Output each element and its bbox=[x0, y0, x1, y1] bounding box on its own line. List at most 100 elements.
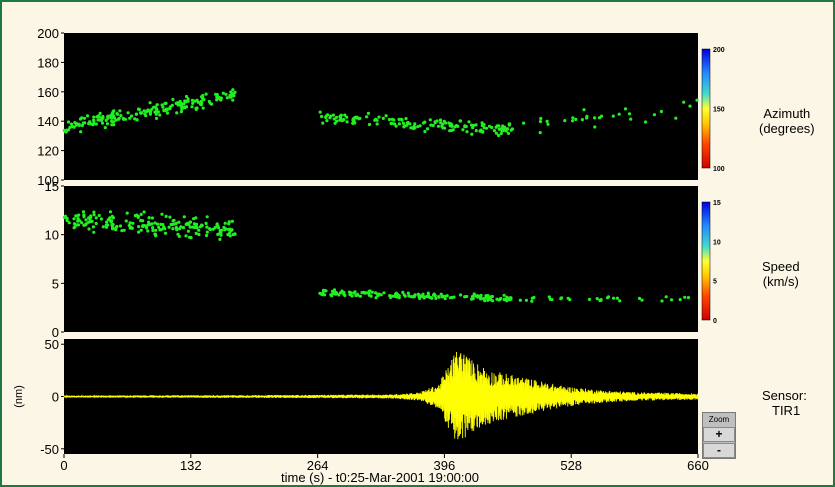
data-point bbox=[412, 126, 416, 131]
data-point bbox=[392, 122, 397, 126]
data-point bbox=[111, 222, 115, 227]
data-point bbox=[91, 225, 95, 229]
x-axis-label: time (s) - t0:25-Mar-2001 19:00:00 bbox=[281, 470, 479, 485]
data-point bbox=[484, 126, 489, 130]
data-point bbox=[450, 123, 454, 127]
data-point bbox=[399, 117, 403, 121]
x-tick-label: 264 bbox=[307, 458, 329, 473]
data-point bbox=[469, 123, 474, 127]
data-point bbox=[605, 296, 610, 300]
zoom-out-button[interactable]: - bbox=[703, 443, 735, 458]
data-point bbox=[192, 225, 197, 230]
data-point bbox=[97, 115, 101, 119]
data-point bbox=[335, 119, 339, 123]
data-point bbox=[507, 122, 511, 126]
data-point bbox=[137, 230, 141, 234]
data-point bbox=[139, 219, 143, 223]
data-point bbox=[177, 220, 181, 224]
data-point bbox=[128, 116, 132, 120]
data-point bbox=[451, 128, 455, 132]
data-point bbox=[105, 122, 110, 126]
data-point bbox=[208, 227, 212, 232]
data-point bbox=[328, 116, 332, 120]
data-point bbox=[320, 114, 324, 119]
data-point bbox=[394, 124, 398, 128]
data-point bbox=[412, 294, 416, 298]
data-point bbox=[160, 103, 164, 107]
data-point bbox=[205, 225, 209, 229]
data-point bbox=[133, 214, 137, 218]
data-point bbox=[571, 116, 575, 120]
data-point bbox=[80, 123, 84, 128]
data-point bbox=[547, 295, 551, 299]
y-tick-label: 180 bbox=[37, 55, 59, 70]
data-point bbox=[335, 115, 339, 119]
data-point bbox=[494, 125, 498, 129]
data-point bbox=[176, 103, 180, 107]
data-point bbox=[546, 122, 550, 126]
x-tick-label: 660 bbox=[687, 458, 709, 473]
data-point bbox=[144, 226, 149, 230]
data-point bbox=[104, 118, 108, 122]
data-point bbox=[92, 213, 96, 217]
y-tick-label: 15 bbox=[45, 179, 59, 194]
y-tick-label: 100 bbox=[37, 173, 59, 188]
data-point bbox=[205, 215, 209, 219]
data-point bbox=[160, 212, 164, 216]
azimuth-label: Azimuth (degrees) bbox=[759, 106, 815, 136]
data-point bbox=[76, 217, 80, 221]
data-point bbox=[87, 216, 91, 220]
data-point bbox=[181, 226, 186, 230]
data-point bbox=[674, 116, 678, 120]
data-point bbox=[353, 115, 357, 119]
data-point bbox=[330, 294, 334, 298]
data-point bbox=[75, 223, 79, 227]
y-tick-label: 120 bbox=[37, 144, 59, 159]
data-point bbox=[80, 116, 84, 120]
data-point bbox=[474, 123, 478, 127]
data-point bbox=[179, 104, 183, 108]
data-point bbox=[420, 294, 424, 298]
data-point bbox=[217, 97, 221, 101]
data-point bbox=[470, 132, 474, 136]
zoom-in-button[interactable]: + bbox=[703, 427, 735, 442]
data-point bbox=[223, 221, 227, 225]
data-point bbox=[92, 118, 96, 122]
data-point bbox=[218, 237, 222, 241]
data-point bbox=[168, 215, 172, 219]
data-point bbox=[664, 295, 668, 299]
data-point bbox=[392, 118, 396, 122]
data-point bbox=[225, 96, 229, 100]
data-point bbox=[175, 228, 179, 232]
data-point bbox=[66, 128, 71, 132]
data-point bbox=[183, 99, 187, 103]
data-point bbox=[365, 115, 369, 119]
data-point bbox=[155, 110, 159, 114]
data-point bbox=[84, 218, 88, 222]
data-point bbox=[461, 128, 465, 132]
data-point bbox=[139, 212, 143, 216]
data-point bbox=[323, 293, 327, 297]
data-point bbox=[459, 293, 463, 297]
data-point bbox=[108, 210, 113, 214]
data-point bbox=[422, 296, 426, 300]
data-point bbox=[156, 222, 160, 226]
data-point bbox=[111, 110, 115, 114]
data-point bbox=[179, 110, 183, 114]
data-point bbox=[64, 130, 68, 134]
data-point bbox=[382, 291, 386, 295]
data-point bbox=[63, 214, 67, 218]
data-point bbox=[103, 126, 107, 130]
data-point bbox=[438, 118, 443, 122]
data-point bbox=[482, 297, 486, 301]
data-point bbox=[640, 298, 644, 302]
data-point bbox=[435, 119, 439, 123]
data-point bbox=[185, 221, 190, 225]
data-point bbox=[194, 216, 198, 220]
data-point bbox=[99, 217, 103, 221]
data-point bbox=[77, 123, 81, 127]
data-point bbox=[374, 296, 378, 300]
data-point bbox=[231, 98, 235, 102]
data-point bbox=[177, 234, 181, 238]
data-point bbox=[660, 299, 664, 303]
